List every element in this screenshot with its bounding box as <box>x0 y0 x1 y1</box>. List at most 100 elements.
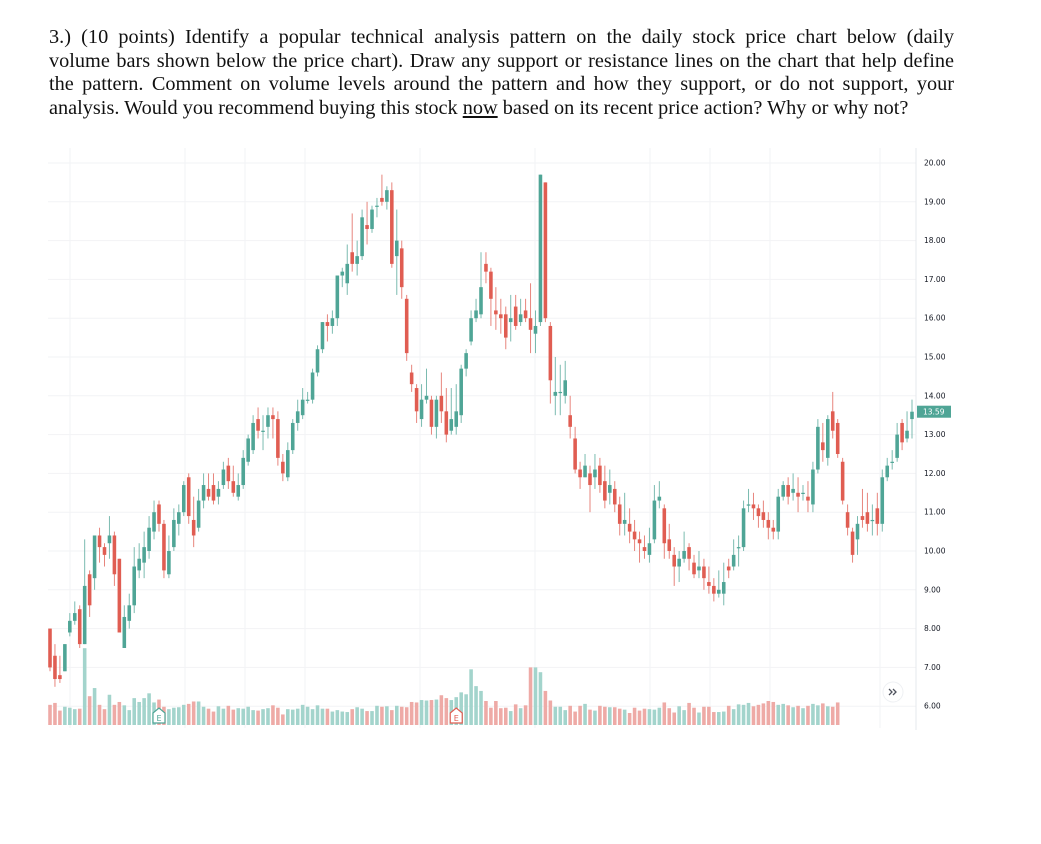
candle <box>380 174 384 206</box>
volume-bar <box>167 709 171 725</box>
volume-bar <box>77 708 82 725</box>
volume-bar <box>548 700 553 725</box>
candle <box>840 457 845 505</box>
price-tick-label: 10.00 <box>924 547 946 556</box>
price-tick-label: 9.00 <box>924 585 941 594</box>
volume-bar <box>746 702 751 725</box>
volume-bar <box>370 711 374 725</box>
volume-bar <box>702 706 706 725</box>
candle <box>399 240 404 299</box>
candle <box>826 415 830 466</box>
volume-bar <box>330 711 335 725</box>
candle <box>300 388 305 420</box>
volume-bar <box>261 709 265 725</box>
volume-bar <box>355 707 359 725</box>
volume-bar <box>687 702 691 725</box>
candle <box>449 388 454 435</box>
candle <box>221 461 226 489</box>
volume-bar <box>603 706 607 725</box>
candle <box>622 492 627 536</box>
price-axis[interactable]: 20.00 19.00 18.00 17.00 16.00 15.00 14.00 13.00… <box>924 159 946 711</box>
candle <box>558 364 563 416</box>
volume-bar <box>181 704 186 725</box>
candle <box>335 275 340 326</box>
candle <box>365 201 369 245</box>
candle <box>791 473 795 501</box>
price-tick-label: 16.00 <box>924 314 946 323</box>
volume-bar <box>132 698 136 725</box>
candle <box>677 551 681 583</box>
volume-bar <box>315 705 320 725</box>
candle <box>860 488 865 528</box>
volume-bar <box>588 709 592 725</box>
candle <box>305 391 310 404</box>
volume-bar <box>682 710 686 725</box>
candle <box>806 481 810 513</box>
volume-bar <box>380 706 384 725</box>
price-tick-label: 12.00 <box>924 469 946 478</box>
candle <box>469 310 473 346</box>
price-tick-label: 20.00 <box>924 159 946 168</box>
volume-bar <box>692 707 696 725</box>
volume-bar <box>741 704 746 725</box>
volume-bar <box>558 706 563 725</box>
volume-bar <box>494 701 498 725</box>
volume-bar <box>399 706 404 725</box>
volume-bar <box>206 708 211 725</box>
price-tick-label: 18.00 <box>924 236 946 245</box>
volume-bar <box>112 704 117 725</box>
volume-bar <box>583 703 587 725</box>
candle <box>162 519 166 579</box>
candle <box>632 519 637 551</box>
candle <box>573 426 577 474</box>
candle <box>295 399 300 431</box>
volume-bar <box>414 702 419 725</box>
last-price-badge <box>917 405 951 418</box>
volume-bar <box>107 694 112 725</box>
candle <box>845 504 850 536</box>
candle <box>583 454 587 478</box>
question-line-3: the pattern. Comment on volume levels ar… <box>49 73 954 95</box>
volume-bar <box>632 707 637 725</box>
candle <box>434 395 439 439</box>
volume-bar <box>479 690 483 725</box>
candle <box>513 294 518 330</box>
candle <box>474 298 478 323</box>
candle <box>523 298 528 323</box>
earnings-marker[interactable]: E <box>449 707 463 724</box>
volume-bar <box>543 690 548 725</box>
candle <box>68 613 72 637</box>
candle <box>53 644 57 687</box>
scroll-to-latest-button[interactable] <box>882 681 904 703</box>
candle <box>499 298 503 334</box>
volume-bar <box>830 706 835 725</box>
candle <box>801 485 805 501</box>
volume-bars <box>48 648 840 725</box>
volume-bar <box>276 707 280 725</box>
volume-bar <box>652 709 657 725</box>
candle <box>127 593 132 629</box>
candle <box>147 516 151 559</box>
price-tick-label: 7.00 <box>924 663 941 672</box>
candle <box>82 539 87 645</box>
candle <box>122 605 127 648</box>
candle <box>236 473 241 501</box>
volume-bar <box>360 708 364 725</box>
candle <box>835 419 840 458</box>
volume-bar <box>281 714 285 725</box>
candle <box>533 310 538 354</box>
candle <box>692 554 696 579</box>
volume-bar <box>320 708 325 725</box>
candle <box>231 465 236 497</box>
volume-bar <box>712 712 716 725</box>
volume-bar <box>766 701 771 725</box>
question-line-4: analysis. Would you recommend buying thi… <box>49 97 954 121</box>
volume-bar <box>271 705 275 725</box>
candle <box>315 345 320 377</box>
last-price-value: 13.59 <box>923 408 945 417</box>
volume-bar <box>231 709 236 725</box>
earnings-marker[interactable]: E <box>152 707 166 724</box>
volume-bar <box>697 712 701 725</box>
